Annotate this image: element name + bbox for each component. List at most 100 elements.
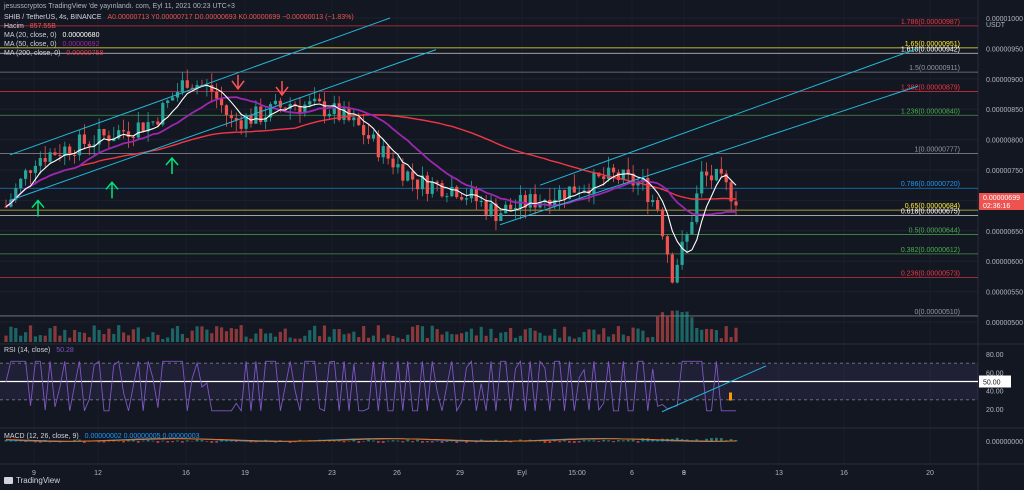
fibonacci-levels[interactable]: 1.786(0.00000987) 1.65(0.00000951)1.618(0…	[0, 19, 978, 317]
candlesticks[interactable]	[4, 69, 738, 284]
time-tick: 12	[94, 470, 102, 477]
volume-bar	[362, 326, 366, 342]
volume-legend[interactable]: Hacim 857.55B	[4, 22, 56, 31]
volume-bar	[621, 334, 625, 342]
macd-histogram-bar	[38, 441, 42, 443]
volume-bar	[665, 316, 670, 342]
candle	[430, 181, 434, 194]
candle	[602, 176, 606, 180]
macd-histogram-bar	[445, 441, 449, 442]
candle	[445, 196, 449, 198]
macd-histogram-bar	[122, 441, 125, 443]
volume-bar	[352, 331, 356, 342]
volume-bar	[259, 328, 263, 342]
rsi-legend[interactable]: RSI (14, close) 50.28	[4, 346, 74, 355]
macd-histogram-bar	[406, 439, 410, 442]
volume-bar	[401, 338, 405, 342]
volume-bar	[685, 311, 689, 342]
macd-histogram-bar	[710, 438, 713, 442]
macd-histogram-bar	[587, 440, 591, 442]
macd-legend[interactable]: MACD (12, 26, close, 9) 0.00000002 0.000…	[4, 432, 200, 441]
macd-histogram-bar	[582, 440, 586, 442]
rsi-tick: 20.00	[986, 407, 1004, 414]
drawings[interactable]	[9, 17, 919, 226]
macd-histogram-bar	[352, 439, 356, 442]
macd-histogram-bar	[494, 439, 498, 442]
candle	[87, 143, 91, 147]
price-tick: 0.00000750	[986, 168, 1023, 175]
rsi-value-tag	[979, 375, 1011, 388]
time-tick: 20	[926, 470, 934, 477]
candle	[396, 164, 400, 168]
volume-bar	[430, 325, 434, 342]
volume-bar	[322, 325, 327, 342]
candle	[224, 105, 229, 116]
candle	[665, 236, 670, 255]
volume-bar	[9, 326, 13, 342]
candle	[479, 200, 483, 202]
macd-histogram-bar	[220, 439, 223, 442]
volume-bar	[499, 332, 503, 342]
volume-label: Hacim	[4, 23, 24, 30]
volume-bar	[141, 338, 145, 342]
ma200-legend[interactable]: MA (200, close, 0) 0.00000758	[4, 49, 103, 58]
macd-histogram-bar	[435, 440, 439, 442]
candle	[28, 170, 33, 173]
volume-bar	[636, 328, 640, 342]
tradingview-logo[interactable]: TradingView	[4, 476, 60, 485]
volume-bar	[611, 334, 616, 342]
price-axis[interactable]: 0.00000500 0.00000550 0.00000600 0.00000650…	[979, 16, 1024, 327]
moving-averages	[5, 84, 737, 253]
price-tick: 0.00000550	[986, 290, 1023, 297]
fib-label-0.236: 0.236(0.00000573)	[901, 271, 960, 278]
volume-bar	[435, 329, 439, 342]
time-axis[interactable]: 9 12 16 19 23 26 29 Eyl 15:00 6 89 13 16 20	[32, 470, 934, 477]
macd-histogram-bar	[14, 440, 18, 442]
volume-bar	[190, 330, 194, 342]
channel-lower-2	[499, 85, 919, 226]
candle	[734, 201, 738, 206]
rsi-pane[interactable]: 80.00 60.00 40.00 20.00 50.00	[0, 352, 1011, 414]
candle	[489, 203, 493, 215]
macd-histogram-bar	[636, 441, 640, 443]
volume-bar	[4, 335, 8, 342]
volume-bar	[719, 338, 723, 342]
candle	[621, 169, 625, 180]
candle	[239, 120, 243, 129]
candle	[381, 146, 385, 158]
symbol-line[interactable]: SHIB / TetherUS, 4s, BINANCE A0.00000713…	[4, 13, 354, 22]
volume-bar	[268, 333, 273, 342]
candle	[298, 105, 302, 113]
macd-histogram-bar	[210, 441, 214, 443]
symbol-name[interactable]: SHIB / TetherUS, 4s, BINANCE	[4, 14, 102, 21]
candle	[58, 154, 62, 156]
fib-label-1.65: 1.65(0.00000951)	[905, 41, 960, 48]
macd-histogram-bar	[156, 441, 160, 443]
macd-histogram-bar	[386, 440, 390, 442]
ma50-legend[interactable]: MA (50, close, 0) 0.00000692	[4, 40, 99, 49]
price-tick: 0.00001000	[986, 16, 1023, 23]
volume-bar	[92, 325, 96, 342]
macd-histogram-bar	[465, 441, 468, 443]
macd-pane[interactable]: 0.00000000	[4, 437, 1023, 446]
volume-bar	[709, 329, 714, 342]
volume-bar	[523, 329, 527, 342]
macd-histogram-bar	[425, 441, 429, 443]
fib-label-1: 1(0.00000777)	[914, 147, 960, 154]
candle	[450, 186, 454, 197]
macd-histogram-bar	[337, 440, 341, 442]
macd-histogram-bar	[411, 441, 415, 443]
candle	[141, 122, 145, 132]
volume-bar	[518, 335, 523, 342]
candle	[210, 85, 214, 92]
ma20-legend[interactable]: MA (20, close, 0) 0.00000680	[4, 31, 99, 40]
rsi-tick: 40.00	[986, 389, 1004, 396]
macd-histogram-bar	[288, 441, 292, 443]
candle	[357, 117, 361, 126]
time-tick: 26	[393, 470, 401, 477]
volume-bar	[651, 336, 655, 342]
volume-bar	[234, 328, 238, 342]
volume-bar	[376, 325, 380, 342]
macd-histogram-bar	[563, 440, 566, 442]
